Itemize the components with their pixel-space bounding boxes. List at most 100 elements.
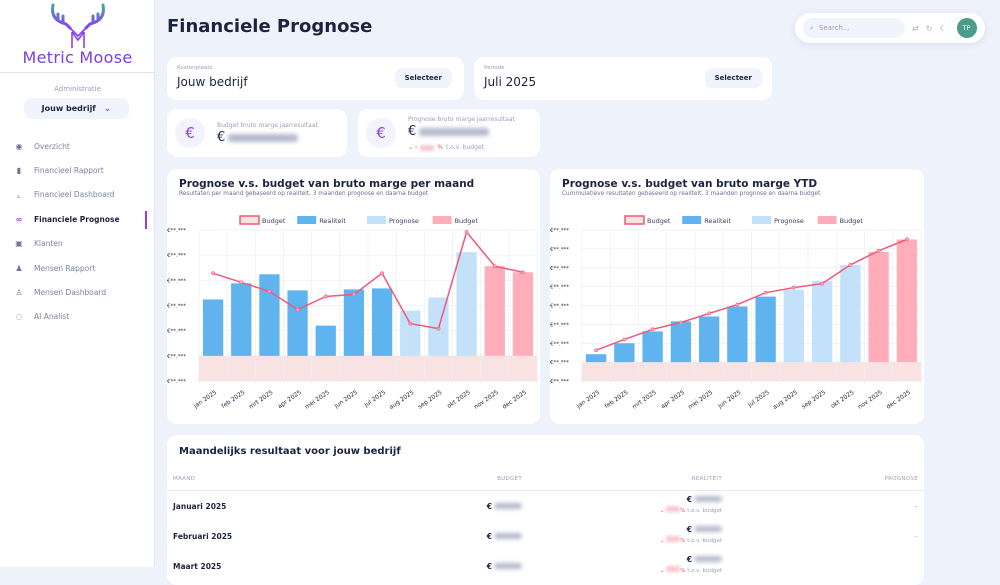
- currency: €: [486, 532, 492, 541]
- cost-center-value: Jouw bedrijf: [177, 75, 248, 89]
- brand-name: Metric Moose: [22, 48, 133, 67]
- bar-mei-2025: [698, 316, 720, 363]
- bar-jul-2025: [755, 296, 776, 363]
- monthly-chart: Budget Realiteit Prognose Budget €**.*** €**.…: [167, 215, 538, 411]
- table-title: Maandelijks resultaat voor jouw bedrijf: [179, 446, 401, 457]
- pct: %: [680, 538, 686, 544]
- forecast-delta: ⌄ ‹% t.o.v. budget: [408, 144, 484, 151]
- sidebar-item-financiele-prognose[interactable]: ∞ Financiele Prognose: [0, 207, 155, 231]
- sidebar-item-label: Overzicht: [34, 141, 70, 151]
- ytd-chart-card: Prognose v.s. budget van bruto marge YTD…: [550, 169, 924, 424]
- budget-line: [595, 238, 908, 351]
- sidebar-item-mensen-dashboard[interactable]: ♙ Mensen Dashboard: [0, 280, 155, 304]
- y-tick-label: €**.***: [167, 379, 186, 385]
- legend-label: Budget: [840, 217, 864, 225]
- search-input[interactable]: ⌕ Search...: [803, 18, 905, 38]
- table-row[interactable]: Maart 2025 € € ⌄ % t.o.v. budget: [167, 552, 924, 582]
- table-row[interactable]: Februari 2025 € € ⌄ % t.o.v. budget –: [167, 522, 924, 552]
- bar-feb-2025: [231, 283, 252, 356]
- select-cost-center-button[interactable]: Selecteer: [394, 68, 452, 88]
- chevron-down-icon: ⌄ ‹: [408, 144, 418, 151]
- budget-point: [904, 237, 909, 242]
- y-tick-label: €**.***: [167, 278, 186, 284]
- sidebar-nav: ◉ Overzicht ▮ Financieel Rapport ⌞ Financieel…: [0, 134, 155, 329]
- pct: %: [680, 508, 686, 514]
- sidebar-item-label: Klanten: [34, 239, 63, 249]
- chart-subtitle: Cummulatieve resultaten gebaseerd op rea…: [562, 191, 821, 197]
- legend-label: Budget: [455, 217, 479, 225]
- avatar[interactable]: TP: [956, 18, 977, 38]
- x-tick-label: jul 2025: [362, 389, 387, 409]
- col-budget: BUDGET: [497, 476, 522, 482]
- budget-cell: €: [487, 532, 522, 541]
- bar-jan-2025: [585, 354, 607, 363]
- budget-point: [763, 290, 768, 295]
- currency: €: [408, 124, 417, 139]
- vs-budget: t.o.v. budget: [687, 538, 722, 544]
- sidebar-item-financieel-rapport[interactable]: ▮ Financieel Rapport: [0, 158, 155, 182]
- bar-apr-2025: [287, 290, 308, 356]
- page-title: Financiele Prognose: [167, 16, 373, 37]
- budget-point: [622, 337, 627, 342]
- budget-point: [211, 271, 215, 276]
- eye-icon: ◉: [15, 141, 23, 151]
- sidebar-item-label: Financieel Rapport: [34, 166, 104, 176]
- chevron-down-icon: ⌄: [103, 103, 112, 114]
- sidebar-item-financieel-dashboard[interactable]: ⌞ Financieel Dashboard: [0, 183, 155, 207]
- moon-icon[interactable]: ☾: [939, 23, 947, 33]
- sidebar-item-overzicht[interactable]: ◉ Overzicht: [0, 134, 155, 158]
- x-tick-label: feb 2025: [220, 389, 246, 410]
- budget-point: [492, 264, 497, 269]
- users-icon: ♟: [15, 263, 23, 273]
- legend-swatch: [297, 216, 317, 224]
- bar-dec-2025: [512, 272, 534, 356]
- y-tick-label: €**.***: [550, 379, 569, 385]
- period-card: Periode Juli 2025 Selecteer: [474, 57, 772, 100]
- x-tick-label: mrt 2025: [631, 389, 658, 411]
- company-dropdown[interactable]: Jouw bedrijf ⌄: [24, 98, 129, 119]
- realiteit-cell: € ⌄ % t.o.v. budget: [659, 525, 722, 544]
- budget-point: [323, 294, 328, 299]
- legend-swatch: [367, 216, 386, 224]
- x-tick-label: apr 2025: [660, 389, 686, 410]
- prognose-cell: –: [914, 502, 918, 511]
- y-tick-label: €**.***: [550, 285, 569, 291]
- x-tick-label: okt 2025: [446, 389, 472, 410]
- sidebar-item-mensen-rapport[interactable]: ♟ Mensen Rapport: [0, 256, 155, 280]
- bar-mei-2025: [315, 325, 336, 356]
- bar-okt-2025: [840, 264, 861, 363]
- budget-point: [295, 307, 300, 312]
- sidebar-item-label: Mensen Dashboard: [34, 288, 107, 298]
- budget-point: [352, 292, 356, 297]
- ytd-chart: Budget Realiteit Prognose Budget €**.*** €**.…: [550, 215, 922, 411]
- x-tick-label: jun 2025: [716, 389, 743, 411]
- divider: [0, 72, 155, 73]
- bar-apr-2025: [670, 321, 692, 363]
- swap-icon[interactable]: ⇄: [912, 23, 919, 33]
- x-tick-label: nov 2025: [857, 389, 884, 411]
- budget-point: [735, 302, 740, 307]
- col-prognose: PROGNOSE: [884, 476, 918, 482]
- forecast-kpi-card: € Prognose bruto marge jaarresultaat € ⌄…: [358, 109, 540, 157]
- sidebar-item-klanten[interactable]: ▣ Klanten: [0, 232, 155, 256]
- budget-kpi-card: € Budget bruto marge jaarresultaat €: [167, 109, 347, 157]
- select-period-button[interactable]: Selecteer: [704, 68, 762, 88]
- x-tick-label: aug 2025: [388, 389, 415, 411]
- sidebar-item-ai-analist[interactable]: ◌ AI Analist: [0, 305, 155, 329]
- x-tick-label: mrt 2025: [248, 389, 275, 411]
- budget-point: [820, 281, 825, 286]
- bar-chart-icon: ▮: [16, 166, 22, 176]
- refresh-icon[interactable]: ↻: [925, 23, 933, 33]
- divider: [167, 490, 924, 491]
- budget-point: [239, 280, 244, 285]
- month-cell: Januari 2025: [173, 502, 227, 511]
- x-tick-label: dec 2025: [885, 389, 912, 411]
- sidebar-item-label: Mensen Rapport: [34, 263, 96, 273]
- logo[interactable]: [0, 2, 155, 54]
- table-row[interactable]: Januari 2025 € € ⌄ % t.o.v. budget –: [167, 492, 924, 522]
- monthly-table-card: Maandelijks resultaat voor jouw bedrijf …: [167, 435, 924, 585]
- x-tick-label: apr 2025: [276, 389, 302, 410]
- inbox-icon: ▣: [15, 239, 23, 249]
- bar-nov-2025: [868, 251, 889, 363]
- bar-aug-2025: [400, 310, 421, 356]
